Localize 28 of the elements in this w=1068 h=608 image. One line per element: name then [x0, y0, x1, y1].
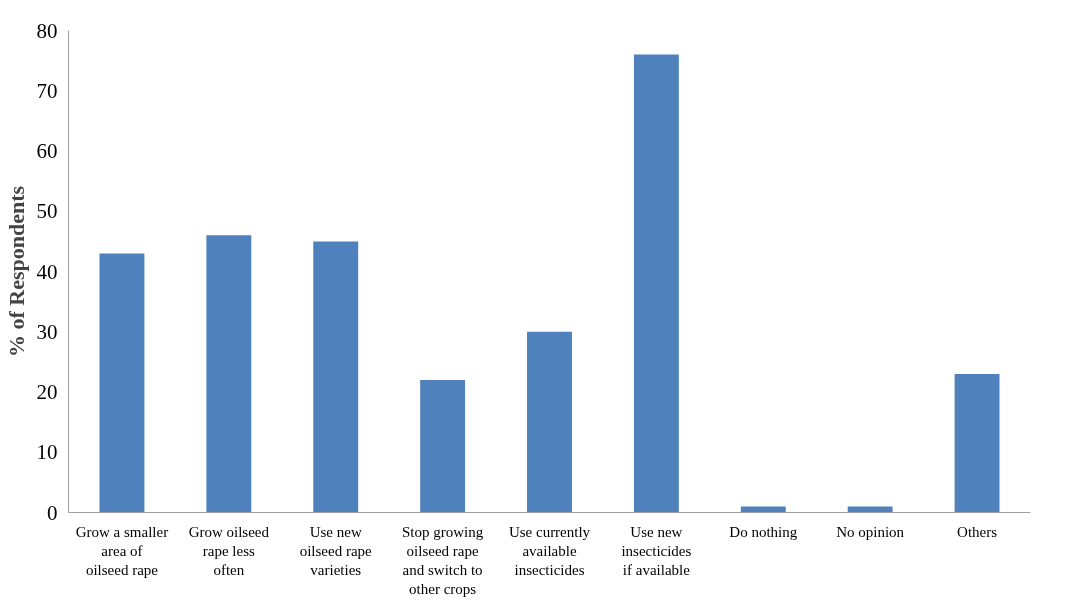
bar [954, 373, 1000, 513]
x-tick-label: Grow oilseed rape less often [188, 523, 270, 578]
y-tick-label: 80 [36, 18, 58, 43]
bar [847, 506, 893, 513]
x-tick-label: Use currently available insecticides [508, 523, 591, 578]
x-tick-label: Others [957, 523, 998, 540]
y-tick-label: 10 [36, 440, 58, 465]
x-tick-label: Use new oilseed rape varieties [299, 523, 373, 578]
y-tick-label: 60 [36, 139, 58, 163]
x-tick-label: Grow a smaller area of oilseed rape [75, 523, 169, 578]
y-tick-label: 20 [36, 380, 58, 404]
y-tick-label: 30 [36, 319, 58, 344]
y-axis-title: % of Respondents [3, 185, 29, 358]
y-tick-label: 0 [47, 500, 58, 525]
bar [740, 506, 786, 513]
bar [420, 379, 466, 513]
bar [313, 241, 359, 513]
y-tick-label: 40 [36, 259, 58, 284]
bar [527, 331, 572, 513]
x-tick-label: No opinion [836, 523, 905, 540]
bar [206, 235, 252, 513]
x-tick-label: Stop growing oilseed rape and switch to other crops [401, 523, 484, 598]
x-tick-label: Do nothing [729, 523, 798, 540]
bar [633, 54, 679, 513]
x-tick-label: Use new insecticides if available [621, 523, 692, 578]
y-tick-label: 70 [36, 78, 58, 103]
y-tick-label: 50 [36, 199, 58, 224]
bar [99, 253, 145, 513]
